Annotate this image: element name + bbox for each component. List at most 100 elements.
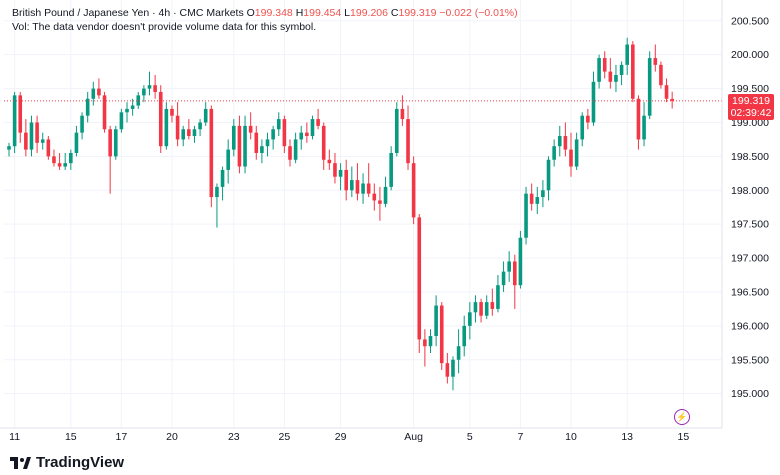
candle-body (653, 58, 658, 65)
candle-body (428, 336, 433, 347)
candle-body (563, 136, 568, 150)
candle-body (29, 122, 34, 150)
candle-body (619, 64, 624, 76)
candle-body (350, 180, 354, 191)
candle-body (333, 163, 337, 177)
price-axis[interactable]: 195.000 195.500 196.000 196.500 197.000 197.5… (721, 0, 769, 428)
candle-body (170, 108, 174, 116)
time-axis[interactable]: 11 15 17 20 23 25 29 Aug 5 7 10 13 15 (0, 427, 722, 443)
candle-body (91, 88, 96, 99)
candles (7, 37, 674, 391)
candle-body (69, 152, 73, 164)
candle-body (338, 169, 343, 177)
candle-body (276, 119, 281, 130)
candle-body (541, 190, 545, 198)
candle-body (299, 132, 304, 140)
candle-body (647, 58, 652, 116)
candle-body (63, 163, 67, 167)
candle-body (215, 186, 219, 198)
time-tick-label: Aug (404, 431, 423, 443)
candle-body (608, 71, 613, 82)
candle-body (602, 58, 607, 72)
candle-body (248, 125, 253, 133)
price-tick-label: 195.000 (731, 388, 769, 400)
candle-body (57, 163, 62, 167)
candle-body (108, 129, 112, 157)
open-value: 199.348 (254, 7, 293, 19)
candle-body (518, 237, 523, 286)
candle-body (546, 159, 551, 191)
symbol-legend: British Pound / Japanese Yen · 4h · CMC … (12, 6, 518, 20)
candle-body (574, 139, 579, 167)
candle-body (490, 302, 495, 309)
candle-body (18, 95, 23, 133)
time-tick-label: 5 (467, 431, 473, 443)
candle-body (636, 98, 641, 140)
candle-body (451, 359, 455, 377)
candle-body (417, 217, 422, 340)
candle-body (423, 339, 427, 347)
candle-body (557, 136, 562, 147)
candle-body (181, 129, 186, 140)
candle-body (366, 183, 371, 194)
candle-body (254, 132, 259, 153)
candle-body (378, 200, 382, 204)
candle-body (591, 81, 596, 123)
candle-body (659, 64, 663, 86)
candle-body (113, 129, 118, 157)
candle-body (198, 122, 202, 130)
candle-body (361, 183, 365, 194)
candle-body (456, 346, 461, 360)
candle-body (327, 159, 332, 164)
candle-body (670, 98, 674, 101)
candle-body (535, 197, 540, 204)
high-label: H (295, 7, 304, 19)
candle-body (316, 119, 320, 126)
candle-body (625, 44, 629, 65)
candle-body (664, 85, 669, 99)
candle-body (243, 125, 247, 167)
time-tick-label: 25 (279, 431, 291, 443)
candle-body (136, 95, 141, 106)
candle-body (7, 146, 11, 150)
candle-body (468, 312, 472, 326)
price-tick-label: 198.500 (731, 151, 769, 163)
candle-body (142, 88, 146, 96)
change-value: −0.022 (−0.01%) (439, 7, 518, 19)
candle-body (305, 132, 309, 137)
price-tick-label: 198.000 (731, 185, 769, 197)
flash-icon[interactable]: ⚡ (674, 409, 690, 425)
candle-body (119, 112, 124, 130)
candle-body (265, 139, 270, 147)
time-tick-label: 29 (335, 431, 347, 443)
candle-body (220, 169, 225, 187)
candle-body (40, 139, 45, 143)
time-tick-label: 11 (9, 431, 20, 443)
candle-body (479, 302, 483, 316)
candle-body (164, 108, 169, 147)
price-tick-label: 199.500 (731, 83, 769, 95)
tradingview-logo[interactable]: TradingView (10, 454, 124, 471)
symbol-title[interactable]: British Pound / Japanese Yen · 4h · CMC … (12, 7, 244, 19)
candle-body (80, 115, 84, 133)
candle-body (102, 95, 107, 130)
candle-body (513, 261, 517, 286)
price-tick-label: 200.000 (731, 49, 769, 61)
candle-body (125, 108, 129, 113)
candle-body (226, 149, 230, 170)
candle-body (209, 108, 214, 198)
candle-body (153, 85, 157, 92)
time-tick-label: 15 (65, 431, 77, 443)
candle-body (282, 119, 287, 147)
candle-body (597, 58, 601, 82)
candle-body (147, 85, 152, 89)
open-label: O (246, 7, 255, 19)
candle-body (158, 91, 163, 147)
time-tick-label: 17 (116, 431, 128, 443)
high-value: 199.454 (303, 7, 342, 19)
candle-body (473, 302, 478, 313)
candle-body (192, 129, 197, 137)
current-price-value: 199.319 (732, 94, 770, 107)
